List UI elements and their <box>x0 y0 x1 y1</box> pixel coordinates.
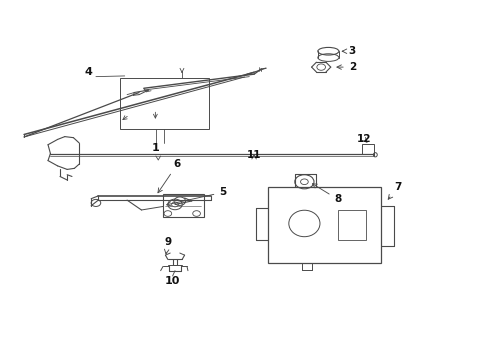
Text: 7: 7 <box>387 182 401 199</box>
Bar <box>120 78 208 129</box>
Text: 3: 3 <box>342 46 355 56</box>
Text: 1: 1 <box>152 143 160 153</box>
Text: 5: 5 <box>166 187 226 206</box>
Text: 10: 10 <box>164 275 180 285</box>
Text: 6: 6 <box>158 159 181 193</box>
Text: 12: 12 <box>356 134 371 144</box>
Bar <box>268 187 380 263</box>
Text: 11: 11 <box>246 150 261 160</box>
Text: 9: 9 <box>164 237 171 254</box>
Text: 2: 2 <box>336 62 355 72</box>
Text: 8: 8 <box>312 184 341 204</box>
Text: 4: 4 <box>84 67 93 77</box>
Bar <box>163 194 203 217</box>
Bar <box>337 210 365 240</box>
